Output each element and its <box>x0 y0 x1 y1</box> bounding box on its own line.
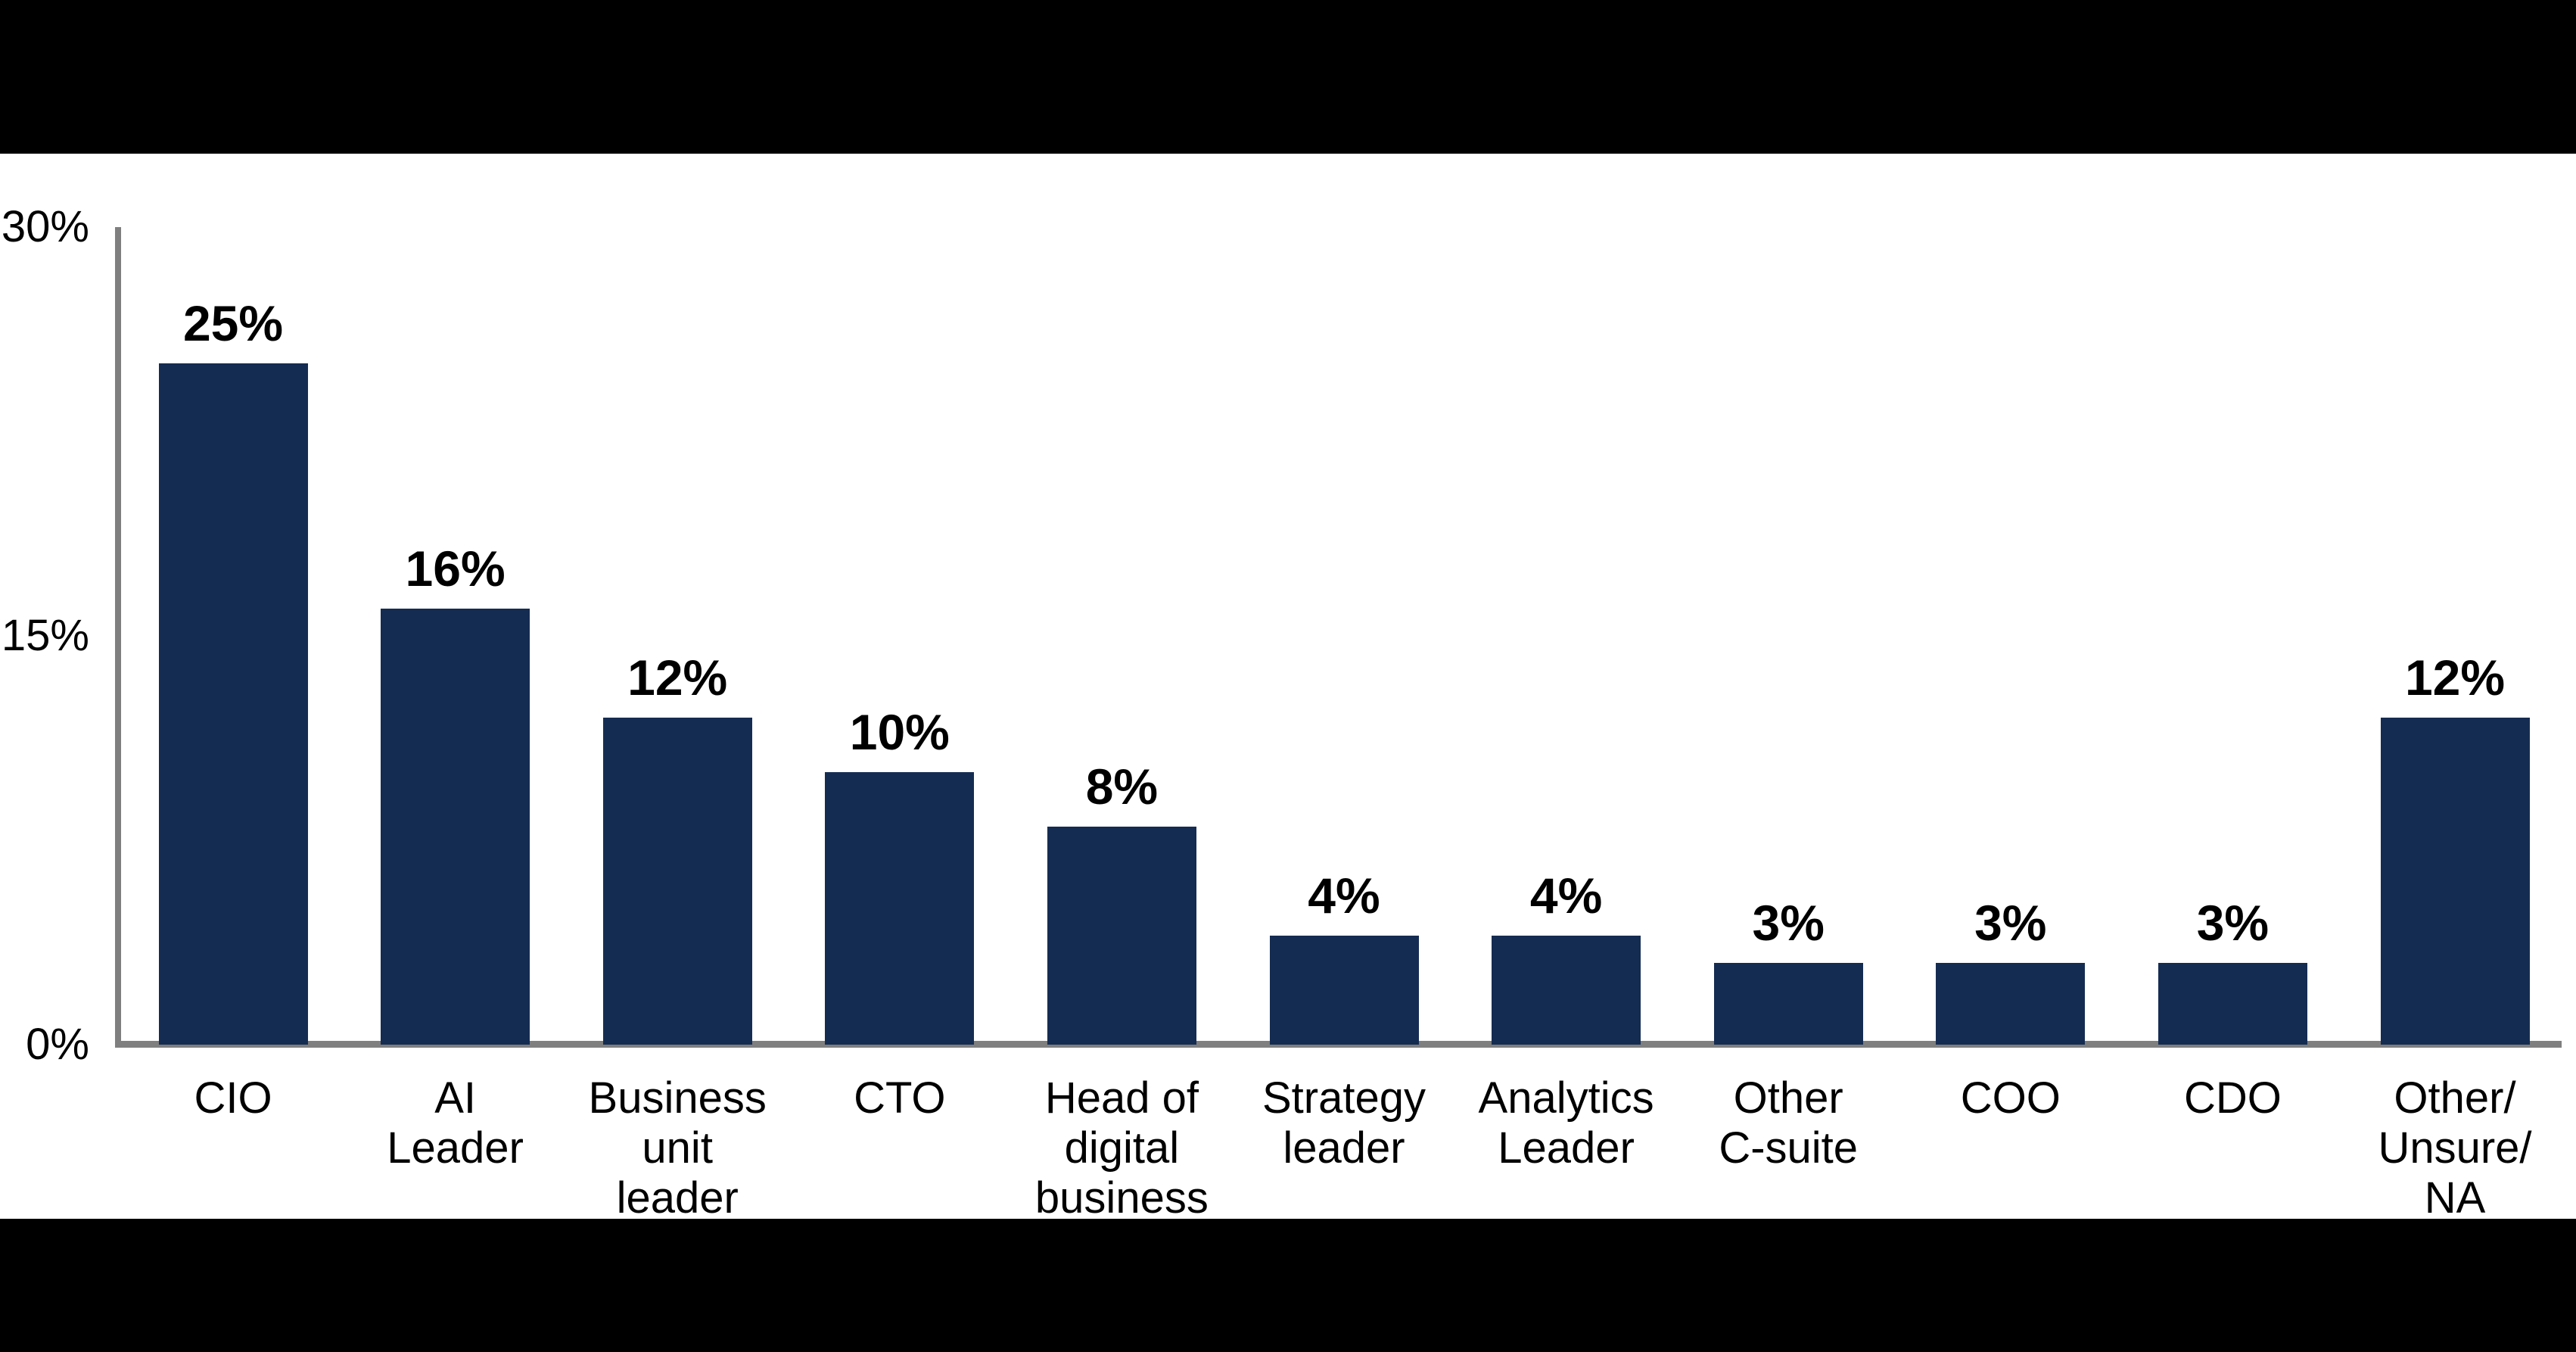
bar-other-unsure-na <box>2380 718 2530 1045</box>
y-tick-label-30: 30% <box>1 202 89 251</box>
category-label-other-unsure-na: Other/ Unsure/ NA <box>2378 1073 2532 1223</box>
category-label-cio: CIO <box>194 1073 272 1123</box>
category-label-business-unit-leader: Business unit leader <box>588 1073 767 1223</box>
category-label-head-of-digital-business: Head of digital business <box>1034 1073 1209 1223</box>
bar-value-label-other-c-suite: 3% <box>1752 895 1825 951</box>
bar-value-label-analytics-leader: 4% <box>1529 868 1603 924</box>
category-label-ai-leader: AI Leader <box>387 1073 524 1173</box>
category-label-cto: CTO <box>854 1073 946 1123</box>
bar-cdo <box>2158 963 2307 1045</box>
category-label-strategy-leader: Strategy leader <box>1262 1073 1426 1173</box>
bar-value-label-business-unit-leader: 12% <box>627 650 728 706</box>
bar-ai-leader <box>381 609 530 1045</box>
bar-other-c-suite <box>1713 963 1863 1045</box>
top-letterbox <box>0 0 2576 154</box>
bar-analytics-leader <box>1492 936 1641 1045</box>
bottom-letterbox <box>0 1219 2576 1352</box>
bar-value-label-strategy-leader: 4% <box>1308 868 1380 924</box>
bar-cio <box>158 363 308 1045</box>
bar-business-unit-leader <box>602 718 752 1045</box>
category-label-other-c-suite: Other C-suite <box>1719 1073 1859 1173</box>
bar-value-label-head-of-digital-business: 8% <box>1085 759 1159 815</box>
category-label-coo: COO <box>1960 1073 2061 1123</box>
bar-value-label-cto: 10% <box>849 704 950 760</box>
bar-cto <box>825 772 975 1045</box>
bar-value-label-cdo: 3% <box>2196 895 2270 951</box>
bar-head-of-digital-business <box>1047 827 1196 1045</box>
bar-strategy-leader <box>1269 936 1419 1045</box>
chart-panel: 30% 15% 0% 25% CIO 16% AI Leader 12% Business u… <box>0 154 2576 1223</box>
bar-value-label-coo: 3% <box>1974 895 2047 951</box>
y-tick-label-0: 0% <box>26 1020 89 1069</box>
y-tick-label-15: 15% <box>1 611 89 660</box>
bar-value-label-other-unsure-na: 12% <box>2404 650 2506 706</box>
bar-value-label-cio: 25% <box>182 295 284 351</box>
category-label-cdo: CDO <box>2183 1073 2282 1123</box>
bar-value-label-ai-leader: 16% <box>405 540 506 597</box>
category-label-analytics-leader: Analytics Leader <box>1478 1073 1654 1173</box>
bar-coo <box>1936 963 2086 1045</box>
y-axis-line <box>115 227 121 1045</box>
